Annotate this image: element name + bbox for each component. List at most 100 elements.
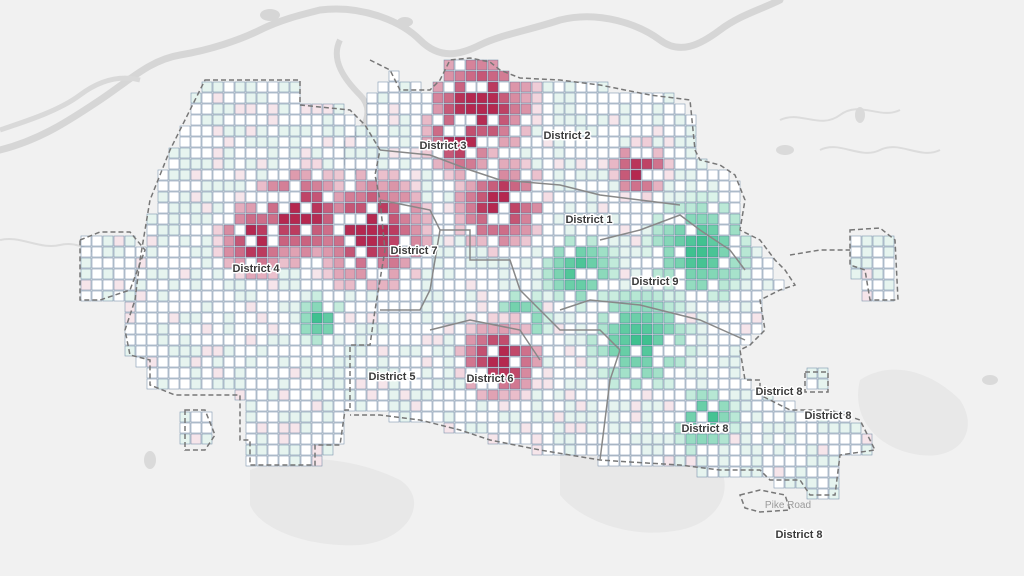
grid-cell[interactable] — [487, 70, 499, 82]
grid-cell[interactable] — [289, 169, 301, 181]
grid-cell[interactable] — [685, 158, 697, 170]
grid-cell[interactable] — [212, 191, 224, 203]
grid-cell[interactable] — [432, 246, 444, 258]
grid-cell[interactable] — [707, 213, 719, 225]
grid-cell[interactable] — [465, 257, 477, 269]
grid-cell[interactable] — [553, 389, 565, 401]
grid-cell[interactable] — [641, 114, 653, 126]
grid-cell[interactable] — [322, 345, 334, 357]
grid-cell[interactable] — [795, 466, 807, 478]
grid-cell[interactable] — [465, 356, 477, 368]
grid-cell[interactable] — [465, 422, 477, 434]
grid-cell[interactable] — [685, 147, 697, 159]
grid-cell[interactable] — [432, 191, 444, 203]
grid-cell[interactable] — [245, 125, 257, 137]
grid-cell[interactable] — [124, 334, 136, 346]
grid-cell[interactable] — [355, 334, 367, 346]
grid-cell[interactable] — [674, 345, 686, 357]
grid-cell[interactable] — [696, 455, 708, 467]
grid-cell[interactable] — [432, 92, 444, 104]
grid-cell[interactable] — [729, 367, 741, 379]
grid-cell[interactable] — [586, 356, 598, 368]
grid-cell[interactable] — [520, 279, 532, 291]
grid-cell[interactable] — [333, 334, 345, 346]
grid-cell[interactable] — [190, 268, 202, 280]
grid-cell[interactable] — [696, 378, 708, 390]
grid-cell[interactable] — [575, 246, 587, 258]
grid-cell[interactable] — [685, 246, 697, 258]
grid-cell[interactable] — [432, 103, 444, 115]
grid-cell[interactable] — [575, 202, 587, 214]
grid-cell[interactable] — [421, 147, 433, 159]
grid-cell[interactable] — [564, 422, 576, 434]
grid-cell[interactable] — [443, 235, 455, 247]
grid-cell[interactable] — [597, 444, 609, 456]
grid-cell[interactable] — [135, 279, 147, 291]
grid-cell[interactable] — [179, 191, 191, 203]
grid-cell[interactable] — [751, 433, 763, 445]
grid-cell[interactable] — [553, 158, 565, 170]
grid-cell[interactable] — [663, 224, 675, 236]
grid-cell[interactable] — [608, 114, 620, 126]
grid-cell[interactable] — [443, 114, 455, 126]
grid-cell[interactable] — [300, 114, 312, 126]
grid-cell[interactable] — [190, 345, 202, 357]
grid-cell[interactable] — [179, 290, 191, 302]
grid-cell[interactable] — [245, 345, 257, 357]
grid-cell[interactable] — [718, 356, 730, 368]
grid-cell[interactable] — [465, 103, 477, 115]
grid-cell[interactable] — [817, 477, 829, 489]
grid-cell[interactable] — [476, 70, 488, 82]
grid-cell[interactable] — [641, 356, 653, 368]
grid-cell[interactable] — [157, 279, 169, 291]
grid-cell[interactable] — [421, 411, 433, 423]
grid-cell[interactable] — [245, 301, 257, 313]
grid-cell[interactable] — [366, 147, 378, 159]
grid-cell[interactable] — [630, 345, 642, 357]
grid-cell[interactable] — [311, 389, 323, 401]
grid-cell[interactable] — [300, 301, 312, 313]
grid-cell[interactable] — [278, 147, 290, 159]
grid-cell[interactable] — [454, 169, 466, 181]
grid-cell[interactable] — [476, 92, 488, 104]
grid-cell[interactable] — [465, 59, 477, 71]
grid-cell[interactable] — [179, 136, 191, 148]
grid-cell[interactable] — [520, 136, 532, 148]
grid-cell[interactable] — [641, 323, 653, 335]
grid-cell[interactable] — [575, 213, 587, 225]
grid-cell[interactable] — [399, 301, 411, 313]
grid-cell[interactable] — [256, 411, 268, 423]
grid-cell[interactable] — [685, 389, 697, 401]
grid-cell[interactable] — [245, 235, 257, 247]
grid-cell[interactable] — [201, 367, 213, 379]
grid-cell[interactable] — [223, 202, 235, 214]
grid-cell[interactable] — [355, 257, 367, 269]
grid-cell[interactable] — [300, 290, 312, 302]
grid-cell[interactable] — [641, 268, 653, 280]
grid-cell[interactable] — [520, 114, 532, 126]
grid-cell[interactable] — [322, 367, 334, 379]
grid-cell[interactable] — [399, 246, 411, 258]
grid-cell[interactable] — [531, 81, 543, 93]
grid-cell[interactable] — [333, 422, 345, 434]
grid-cell[interactable] — [487, 422, 499, 434]
grid-cell[interactable] — [542, 345, 554, 357]
grid-cell[interactable] — [190, 367, 202, 379]
grid-cell[interactable] — [674, 191, 686, 203]
grid-cell[interactable] — [212, 290, 224, 302]
grid-cell[interactable] — [487, 125, 499, 137]
grid-cell[interactable] — [685, 125, 697, 137]
grid-cell[interactable] — [718, 400, 730, 412]
grid-cell[interactable] — [608, 411, 620, 423]
grid-cell[interactable] — [773, 444, 785, 456]
grid-cell[interactable] — [267, 191, 279, 203]
grid-cell[interactable] — [333, 202, 345, 214]
grid-cell[interactable] — [443, 334, 455, 346]
grid-cell[interactable] — [817, 367, 829, 379]
grid-cell[interactable] — [872, 235, 884, 247]
grid-cell[interactable] — [421, 400, 433, 412]
grid-cell[interactable] — [531, 147, 543, 159]
grid-cell[interactable] — [311, 246, 323, 258]
grid-cell[interactable] — [355, 169, 367, 181]
grid-cell[interactable] — [663, 345, 675, 357]
